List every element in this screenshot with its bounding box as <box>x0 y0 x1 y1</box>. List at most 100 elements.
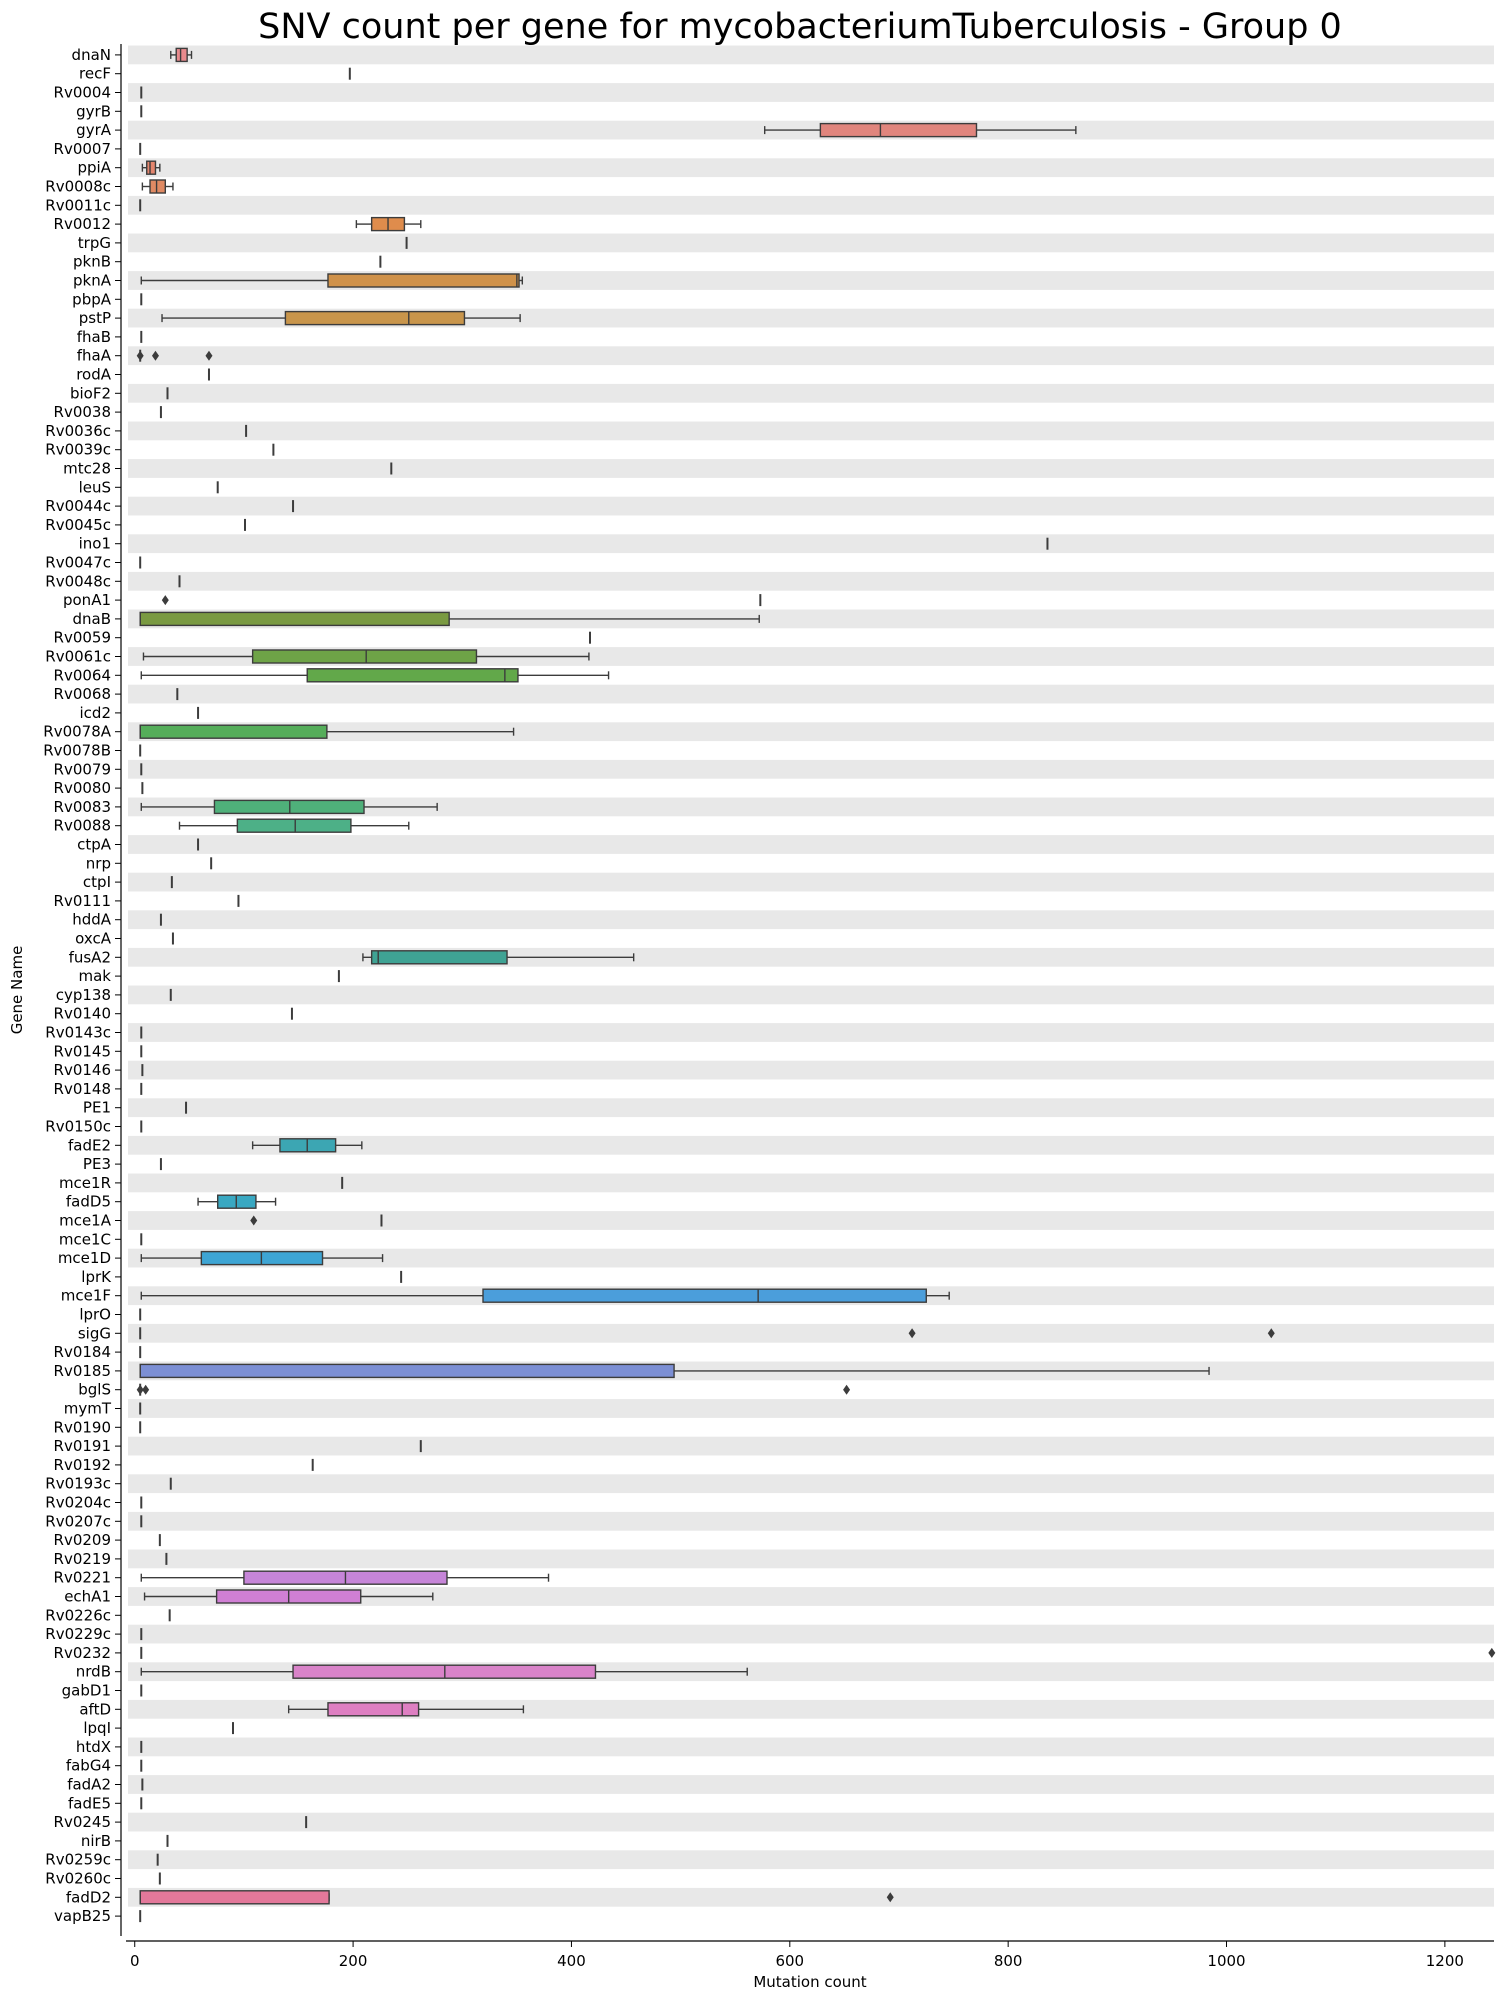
y-tick-label: mce1D <box>58 1249 111 1267</box>
box-body <box>139 724 328 739</box>
y-tick-label: hddA <box>72 911 112 929</box>
y-tick-label: Rv0185 <box>54 1362 111 1380</box>
box-Rv0012 <box>355 216 422 232</box>
box-nrdB <box>140 1664 748 1679</box>
y-tick-label: Rv0219 <box>54 1550 111 1568</box>
row-band <box>128 1135 1494 1155</box>
y-tick-label: Rv0229c <box>45 1625 111 1643</box>
row-band <box>128 722 1494 742</box>
y-tick-label: lprO <box>79 1306 111 1324</box>
box-body <box>327 1702 420 1717</box>
row-band <box>128 1587 1494 1606</box>
y-tick-label: Rv0011c <box>45 196 111 214</box>
box-outlier <box>205 350 213 361</box>
y-tick-label: Rv0192 <box>54 1456 111 1474</box>
y-tick-label: fadD2 <box>66 1888 111 1906</box>
x-tick-label: 400 <box>557 1952 586 1970</box>
box-outlier <box>142 1384 150 1395</box>
y-tick-label: Rv0038 <box>54 403 111 421</box>
y-tick-label: oxcA <box>75 930 112 948</box>
row-band <box>128 1812 1494 1832</box>
box-body <box>370 950 508 965</box>
row-band <box>128 308 1494 328</box>
y-tick-label: Rv0146 <box>54 1061 111 1079</box>
box-outlier <box>136 350 144 361</box>
box-body <box>251 649 478 664</box>
box-body <box>236 818 352 833</box>
y-tick-label: echA1 <box>64 1588 111 1606</box>
row-band <box>128 1474 1494 1494</box>
y-tick-label: Rv0204c <box>45 1494 111 1512</box>
box-gyrA <box>763 122 1077 138</box>
box-dnaN <box>170 47 193 63</box>
box-body <box>139 1363 675 1379</box>
x-tick-label: 0 <box>130 1952 140 1970</box>
y-tick-label: pbpA <box>72 290 112 308</box>
y-tick-label: Rv0111 <box>54 892 111 910</box>
row-band <box>128 571 1494 591</box>
row-band <box>128 1737 1494 1757</box>
y-tick-label: ctpA <box>77 836 112 854</box>
y-tick-label: rodA <box>76 366 112 384</box>
row-band <box>128 1887 1494 1907</box>
box-bglS <box>136 1383 851 1396</box>
y-tick-label: Rv0184 <box>54 1343 111 1361</box>
y-tick-label: lprK <box>81 1268 112 1286</box>
y-tick-label: Rv0088 <box>54 817 111 835</box>
y-tick-label: htdX <box>76 1738 111 1756</box>
box-mce1D <box>140 1250 384 1266</box>
box-outlier <box>161 595 169 606</box>
y-tick-label: Rv0059 <box>54 629 111 647</box>
y-tick-label: Rv0140 <box>54 1005 111 1023</box>
box-fadE2 <box>251 1138 363 1153</box>
y-tick-label: nirB <box>81 1832 111 1850</box>
x-tick-label: 1200 <box>1426 1952 1464 1970</box>
y-tick-label: cyp138 <box>56 986 111 1004</box>
y-tick-label: Rv0083 <box>54 798 111 816</box>
row-band <box>128 759 1494 779</box>
y-tick-label: fadE2 <box>68 1136 111 1154</box>
y-tick-label: Rv0226c <box>45 1606 111 1624</box>
box-body <box>149 179 167 194</box>
x-tick-label: 1000 <box>1207 1952 1245 1970</box>
y-tick-label: Rv0007 <box>54 140 111 158</box>
box-fhaA <box>136 349 213 362</box>
y-tick-label: Rv0260c <box>45 1870 111 1888</box>
box-outlier <box>151 350 159 361</box>
box-Rv0221 <box>140 1570 550 1585</box>
row-band <box>128 383 1494 403</box>
box-fadD2 <box>139 1890 894 1905</box>
box-body <box>482 1288 927 1303</box>
y-tick-label: Rv0207c <box>45 1512 111 1530</box>
y-tick-label: sigG <box>78 1324 111 1342</box>
y-tick-label: Rv0232 <box>54 1644 111 1662</box>
row-band <box>128 534 1494 554</box>
y-tick-label: dnaN <box>72 46 111 64</box>
y-tick-label: leuS <box>79 478 111 496</box>
y-tick-label: aftD <box>79 1700 111 1718</box>
row-band <box>128 985 1494 1005</box>
row-band <box>128 1624 1494 1644</box>
y-tick-label: Rv0048c <box>45 572 111 590</box>
row-band <box>128 158 1494 178</box>
box-Rv0083 <box>140 799 438 815</box>
box-body <box>306 668 519 683</box>
box-Rv0064 <box>140 668 610 683</box>
box-Rv0008c <box>141 179 174 194</box>
box-outlier <box>886 1892 894 1903</box>
y-tick-label: Rv0143c <box>45 1024 111 1042</box>
y-tick-label: mce1R <box>59 1174 111 1192</box>
y-tick-label: Rv0045c <box>45 516 111 534</box>
row-band <box>128 195 1494 215</box>
box-body <box>139 1890 330 1905</box>
y-tick-label: Rv0064 <box>54 666 111 684</box>
y-tick-label: Rv0259c <box>45 1851 111 1869</box>
y-tick-label: ponA1 <box>63 591 111 609</box>
row-band <box>128 1549 1494 1569</box>
y-tick-label: Rv0078B <box>43 742 111 760</box>
row-band <box>128 835 1494 854</box>
box-mce1A <box>250 1214 383 1227</box>
box-series <box>136 47 1496 1923</box>
y-axis-ticks: dnaNrecFRv0004gyrBgyrARv0007ppiARv0008cR… <box>43 46 121 1925</box>
y-tick-label: pknA <box>73 272 112 290</box>
